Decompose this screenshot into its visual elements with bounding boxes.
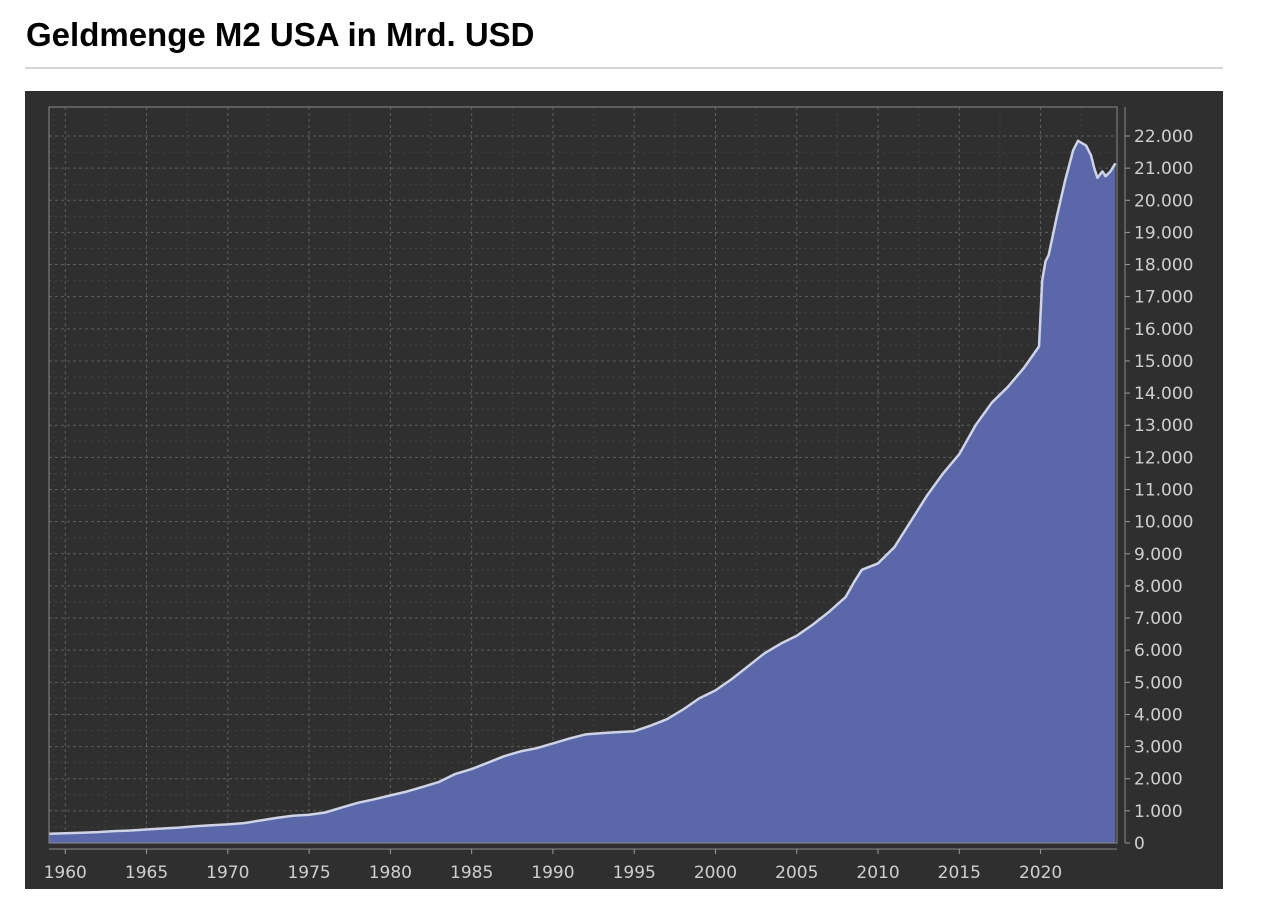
y-tick-label: 19.000 (1134, 223, 1193, 243)
x-tick-label: 2020 (1019, 863, 1062, 883)
y-tick-label: 10.000 (1134, 513, 1193, 533)
x-tick-label: 2010 (856, 863, 899, 883)
y-tick-label: 21.000 (1134, 159, 1193, 179)
plot-frame (48, 106, 1126, 850)
y-tick-label: 14.000 (1134, 384, 1193, 404)
y-tick-label: 1.000 (1134, 802, 1183, 822)
page-title: Geldmenge M2 USA in Mrd. USD (26, 16, 535, 53)
y-tick-label: 16.000 (1134, 320, 1193, 340)
y-tick-label: 22.000 (1134, 127, 1193, 147)
x-tick-label: 2015 (938, 863, 981, 883)
y-tick-label: 8.000 (1134, 577, 1183, 597)
y-tick-label: 6.000 (1134, 641, 1183, 661)
x-tick-label: 1985 (450, 863, 493, 883)
y-tick-label: 7.000 (1134, 609, 1183, 629)
y-tick-label: 2.000 (1134, 770, 1183, 790)
x-axis: 1960 1965 1970 1975 1980 1985 1990 1995 2000 2005… (44, 849, 1062, 883)
series-area-fill (49, 140, 1116, 844)
x-tick-label: 1975 (287, 863, 330, 883)
y-tick-label: 12.000 (1134, 448, 1193, 468)
y-axis: 0 1.000 2.000 3.000 4.000 5.000 6.000 7.000 8.00… (1125, 127, 1193, 854)
x-tick-label: 1995 (613, 863, 656, 883)
m2-area-chart: 0 1.000 2.000 3.000 4.000 5.000 6.000 7.000 8.00… (44, 106, 1193, 883)
y-tick-label: 17.000 (1134, 288, 1193, 308)
x-tick-label: 1970 (206, 863, 249, 883)
series-line (48, 139, 1117, 835)
x-tick-label: 2000 (694, 863, 737, 883)
x-tick-label: 2005 (775, 863, 818, 883)
y-tick-label: 15.000 (1134, 352, 1193, 372)
x-tick-label: 1960 (44, 863, 87, 883)
y-tick-label: 4.000 (1134, 705, 1183, 725)
y-tick-label: 13.000 (1134, 416, 1193, 436)
y-tick-label: 20.000 (1134, 191, 1193, 211)
y-tick-label: 5.000 (1134, 673, 1183, 693)
y-tick-label: 3.000 (1134, 738, 1183, 758)
y-tick-label: 9.000 (1134, 545, 1183, 565)
x-tick-label: 1990 (531, 863, 574, 883)
chart-panel: 0 1.000 2.000 3.000 4.000 5.000 6.000 7.000 8.00… (25, 91, 1223, 889)
x-tick-label: 1965 (125, 863, 168, 883)
y-tick-label: 18.000 (1134, 256, 1193, 276)
title-divider (25, 67, 1223, 69)
x-tick-label: 1980 (369, 863, 412, 883)
y-tick-label: 11.000 (1134, 481, 1193, 501)
y-tick-label: 0 (1134, 834, 1145, 854)
series-area (48, 139, 1117, 844)
plot-border (48, 106, 1118, 844)
